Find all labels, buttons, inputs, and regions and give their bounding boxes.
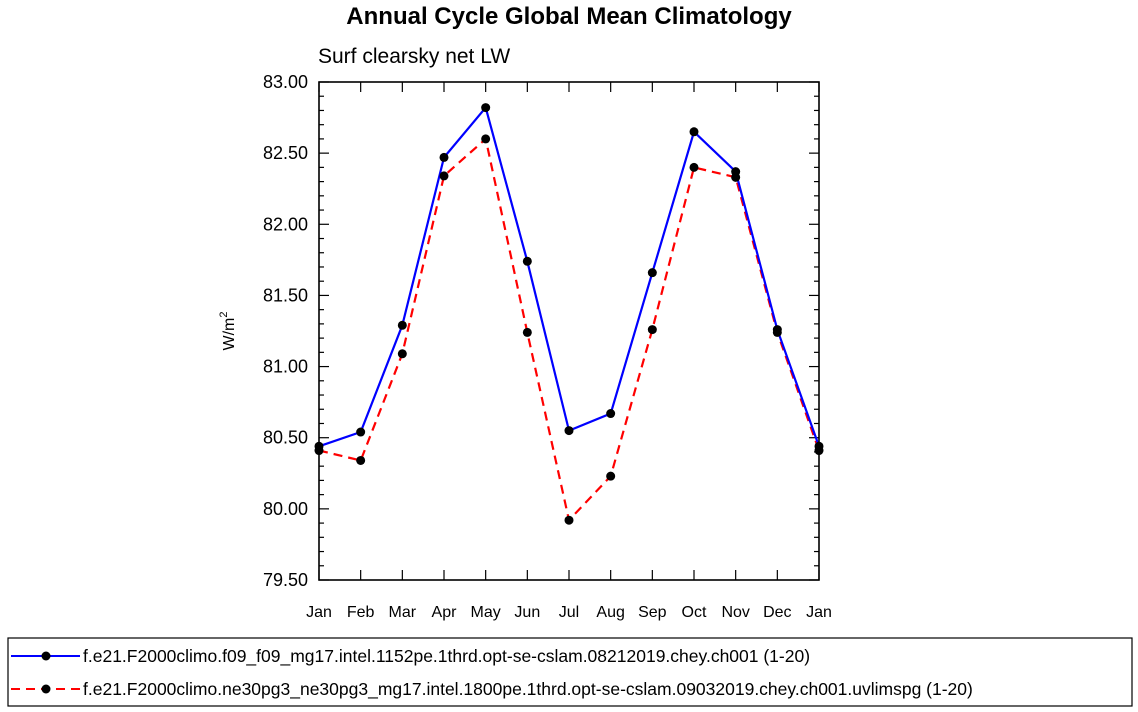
legend: f.e21.F2000climo.f09_f09_mg17.intel.1152… <box>7 637 1133 707</box>
y-tick-label: 80.00 <box>263 499 308 519</box>
x-tick-label: Oct <box>682 604 707 621</box>
series-2-point <box>647 325 657 335</box>
legend-marker-series-2 <box>41 684 51 694</box>
series-1-point <box>397 320 407 330</box>
series-1-point <box>522 256 532 266</box>
series-1-point <box>606 409 616 419</box>
x-tick-label: Jan <box>306 604 332 621</box>
y-tick-label: 81.00 <box>263 357 308 377</box>
x-tick-labels: Jan Feb Mar Apr May Jun Jul Aug Sep Oct Nov Dec Jan <box>306 604 832 621</box>
x-tick-label: Jul <box>559 604 579 621</box>
series-line-2 <box>318 136 821 523</box>
y-axis-label-base: W/m <box>221 318 238 351</box>
x-tick-label: Sep <box>638 604 667 621</box>
x-tick-label: Jun <box>514 604 540 621</box>
y-axis-label: W/m2 <box>218 312 238 351</box>
x-tick-label: Aug <box>596 604 624 621</box>
series-1-point <box>772 325 782 335</box>
plot-frame <box>318 81 820 581</box>
y-tick-label: 82.50 <box>263 143 308 163</box>
y-axis-label-superscript: 2 <box>218 312 230 318</box>
axis-ticks <box>318 81 820 581</box>
series-1-point <box>439 152 449 162</box>
series-2-point <box>397 349 407 359</box>
series-1-point <box>647 268 657 278</box>
y-tick-label: 81.50 <box>263 285 308 305</box>
series-1-point <box>564 426 574 436</box>
series-1-point <box>356 427 366 437</box>
x-tick-label: May <box>471 604 501 621</box>
series-1-point <box>731 167 741 177</box>
y-tick-labels: 79.50 80.00 80.50 81.00 81.50 82.00 82.50 83.00 <box>263 72 308 590</box>
y-tick-label: 82.00 <box>263 214 308 234</box>
x-tick-label: Mar <box>389 604 417 621</box>
x-tick-label: Dec <box>763 604 791 621</box>
series-1-point <box>689 127 699 137</box>
x-tick-label: Jan <box>806 604 832 621</box>
series-2-point <box>564 515 574 525</box>
series-2-point <box>689 162 699 172</box>
y-tick-label: 80.50 <box>263 428 308 448</box>
y-tick-label: 83.00 <box>263 72 308 92</box>
legend-label-series-2: f.e21.F2000climo.ne30pg3_ne30pg3_mg17.in… <box>83 679 973 700</box>
chart-title: Annual Cycle Global Mean Climatology <box>346 3 792 30</box>
series-2-point <box>356 455 366 465</box>
y-tick-label: 79.50 <box>263 570 308 590</box>
series-2-point <box>481 134 491 144</box>
series-line-1 <box>318 105 821 448</box>
x-tick-label: Apr <box>432 604 458 621</box>
chart-subtitle: Surf clearsky net LW <box>318 45 510 68</box>
legend-marker-series-1 <box>41 651 51 661</box>
legend-label-series-1: f.e21.F2000climo.f09_f09_mg17.intel.1152… <box>83 646 810 667</box>
series-2-point <box>522 327 532 337</box>
legend-box <box>7 637 1133 707</box>
x-tick-label: Nov <box>721 604 749 621</box>
data-series <box>314 103 824 525</box>
series-2-point <box>606 471 616 481</box>
series-2-point <box>439 171 449 181</box>
x-tick-label: Feb <box>347 604 375 621</box>
series-1-point <box>481 103 491 113</box>
